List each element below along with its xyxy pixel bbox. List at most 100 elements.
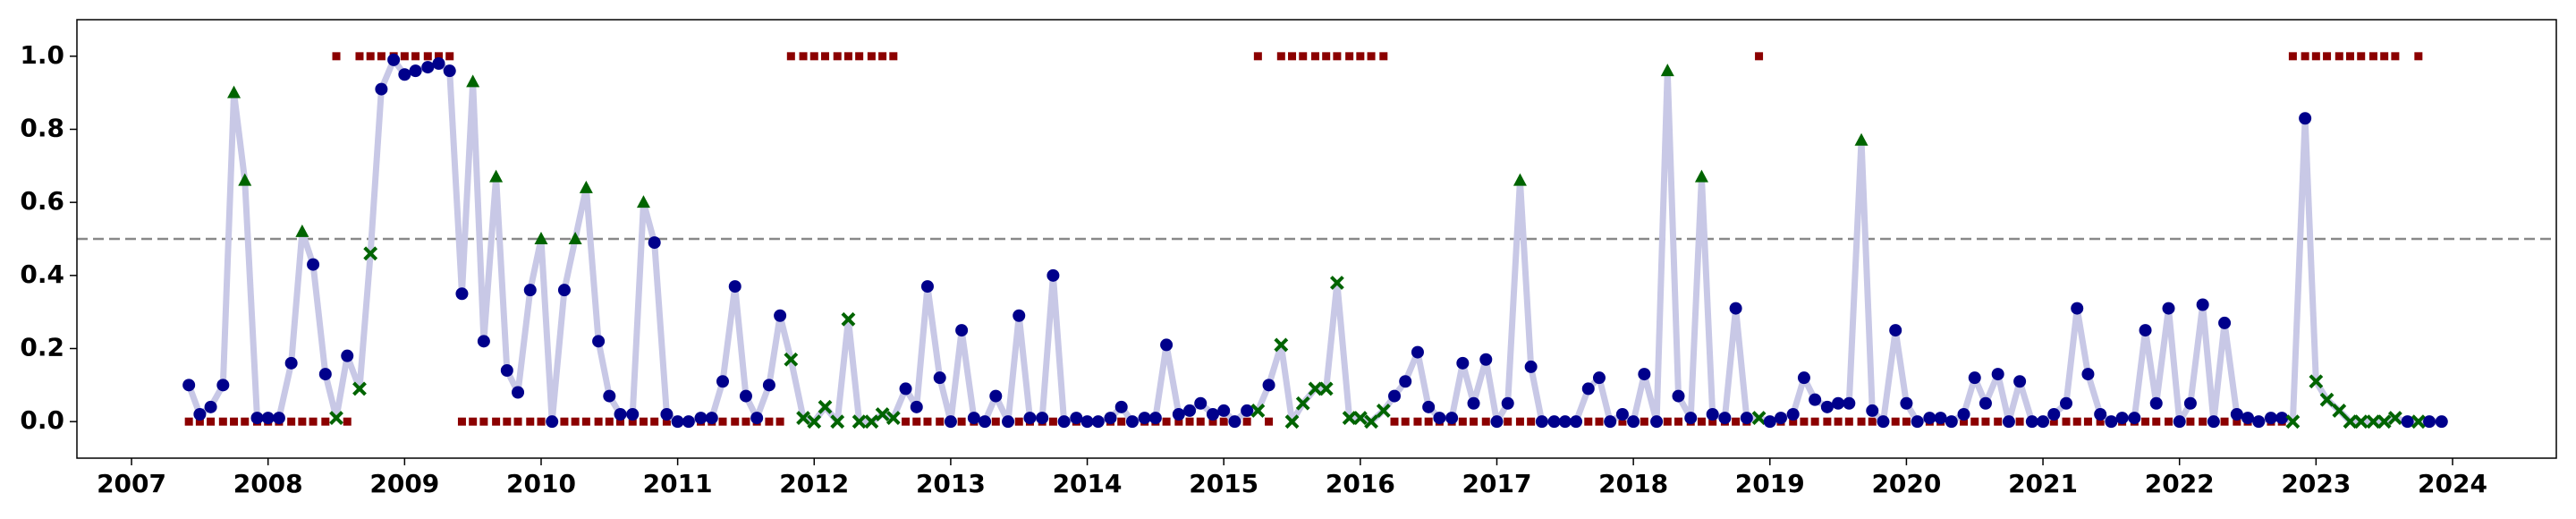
- point-cross: [796, 411, 810, 425]
- point-circle: [1911, 415, 1924, 429]
- point-cross: [1329, 276, 1344, 290]
- point-cross: [1284, 414, 1300, 430]
- point-circle: [1740, 412, 1753, 425]
- label-square: [2096, 417, 2105, 426]
- label-square: [833, 52, 842, 61]
- point-circle: [1490, 415, 1504, 429]
- point-triangle: [466, 74, 480, 88]
- point-circle: [1501, 396, 1514, 410]
- point-circle: [1524, 360, 1538, 373]
- label-square: [639, 417, 648, 426]
- label-square: [445, 52, 454, 61]
- point-circle: [1592, 371, 1606, 385]
- point-cross: [1364, 414, 1378, 430]
- point-circle: [750, 412, 764, 425]
- point-circle: [1832, 396, 1845, 410]
- point-circle: [682, 415, 695, 429]
- point-circle: [1172, 408, 1185, 421]
- point-cross: [2353, 414, 2368, 430]
- point-circle: [2423, 415, 2436, 429]
- point-circle: [1456, 356, 1470, 370]
- label-square: [457, 417, 466, 426]
- label-square: [2233, 417, 2241, 426]
- point-circle: [1615, 408, 1629, 421]
- label-square: [537, 417, 546, 426]
- label-square: [1276, 52, 1285, 61]
- y-tick-label: 1.0: [20, 40, 64, 70]
- point-circle: [500, 364, 513, 377]
- point-cross: [841, 311, 856, 327]
- point-circle: [626, 408, 640, 421]
- point-circle: [2299, 112, 2312, 125]
- label-square: [775, 417, 784, 426]
- point-triangle: [295, 224, 309, 237]
- point-circle: [1843, 396, 1856, 410]
- point-circle: [1080, 415, 1094, 429]
- point-circle: [318, 368, 332, 381]
- point-circle: [694, 412, 708, 425]
- label-square: [435, 52, 444, 61]
- label-square: [355, 52, 364, 61]
- label-square: [1242, 417, 1251, 426]
- x-tick-label: 2019: [1735, 469, 1805, 498]
- point-cross: [830, 414, 845, 430]
- point-circle: [455, 287, 469, 301]
- x-tick-label: 2009: [369, 469, 439, 498]
- label-square: [741, 417, 750, 426]
- point-circle: [341, 349, 354, 362]
- label-square: [2380, 52, 2389, 61]
- point-circle: [933, 371, 946, 385]
- label-square: [479, 417, 488, 426]
- x-tick-label: 2015: [1189, 469, 1258, 498]
- point-circle: [1672, 389, 1685, 403]
- label-square: [2301, 52, 2309, 61]
- point-circle: [2025, 415, 2038, 429]
- label-square: [560, 417, 569, 426]
- x-tick-label: 2020: [1871, 469, 1941, 498]
- point-circle: [1786, 408, 1800, 421]
- point-cross: [864, 414, 879, 430]
- label-square: [1356, 52, 1365, 61]
- label-square: [1117, 417, 1126, 426]
- label-square: [400, 52, 409, 61]
- label-square: [1891, 417, 1900, 426]
- label-square: [923, 417, 932, 426]
- label-square: [1800, 417, 1809, 426]
- point-circle: [1262, 379, 1275, 392]
- point-circle: [1809, 393, 1822, 406]
- point-circle: [2207, 415, 2220, 429]
- y-tick-label: 0.8: [20, 114, 64, 143]
- point-cross: [2366, 414, 2381, 430]
- label-square: [1265, 417, 1274, 426]
- label-square: [809, 52, 818, 61]
- label-square: [1322, 52, 1331, 61]
- label-square: [469, 417, 478, 426]
- point-circle: [409, 64, 422, 78]
- point-circle: [1479, 353, 1493, 366]
- label-square: [991, 417, 1000, 426]
- point-cross: [2387, 411, 2402, 425]
- point-triangle: [568, 232, 582, 244]
- label-square: [1584, 417, 1593, 426]
- label-square: [2311, 52, 2320, 61]
- point-triangle: [1513, 173, 1527, 186]
- point-circle: [1763, 415, 1776, 429]
- point-circle: [1581, 382, 1595, 396]
- point-circle: [660, 408, 674, 421]
- point-triangle: [636, 195, 650, 208]
- label-square: [867, 52, 876, 61]
- label-square: [1208, 417, 1217, 426]
- label-square: [786, 52, 795, 61]
- label-square: [2141, 417, 2150, 426]
- label-square: [2083, 417, 2092, 426]
- point-circle: [2128, 412, 2141, 425]
- point-cross: [1352, 411, 1368, 425]
- point-circle: [2081, 368, 2095, 381]
- point-circle: [1729, 302, 1742, 315]
- label-square: [411, 52, 420, 61]
- label-square: [1413, 417, 1422, 426]
- label-square: [2220, 417, 2229, 426]
- point-circle: [671, 415, 684, 429]
- label-square: [526, 417, 535, 426]
- point-circle: [592, 335, 606, 348]
